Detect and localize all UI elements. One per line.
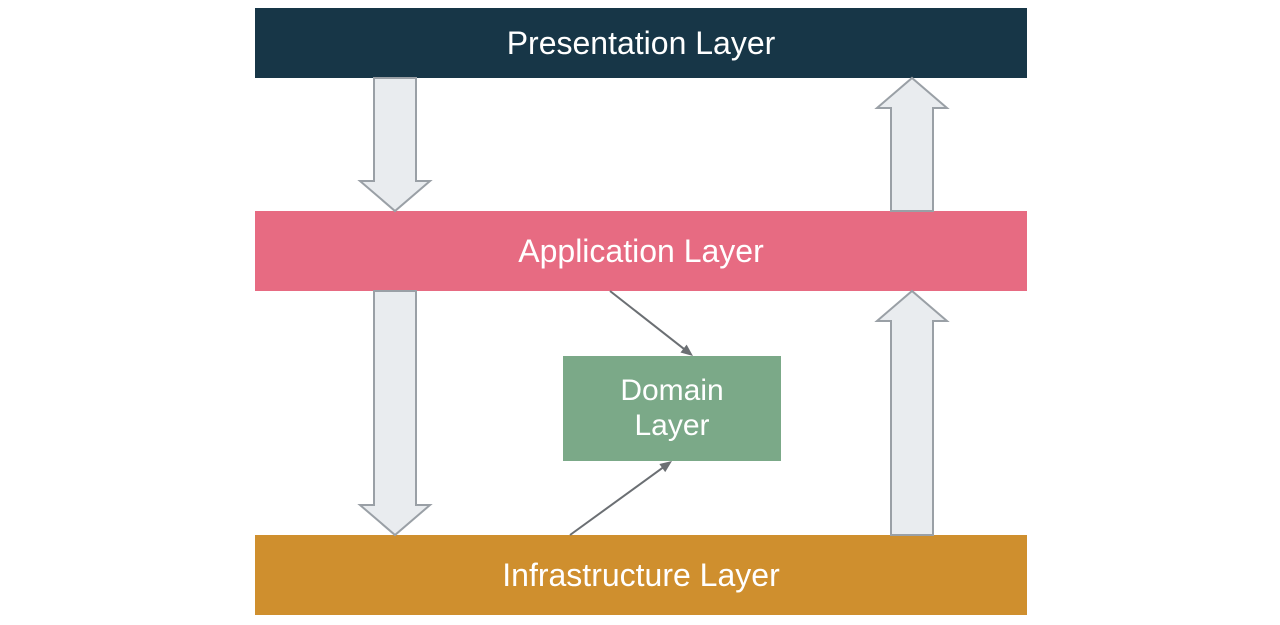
block-arrow-up-infra-to-app	[877, 291, 947, 535]
arrows-overlay	[0, 0, 1280, 625]
block-arrow-down-app-to-infra	[360, 291, 430, 535]
infrastructure-layer-box: Infrastructure Layer	[255, 535, 1027, 615]
application-layer-label: Application Layer	[518, 233, 763, 270]
domain-layer-box: Domain Layer	[563, 356, 781, 461]
domain-layer-label: Domain Layer	[620, 374, 723, 443]
presentation-layer-box: Presentation Layer	[255, 8, 1027, 78]
block-arrow-up-app-to-pres	[877, 78, 947, 211]
infrastructure-layer-label: Infrastructure Layer	[502, 557, 779, 594]
thin-arrow-app-to-domain	[610, 291, 693, 356]
block-arrow-down-pres-to-app	[360, 78, 430, 211]
application-layer-box: Application Layer	[255, 211, 1027, 291]
thin-arrow-infra-to-domain	[570, 461, 672, 535]
presentation-layer-label: Presentation Layer	[507, 25, 776, 62]
layered-architecture-diagram: Presentation Layer Application Layer Dom…	[0, 0, 1280, 625]
